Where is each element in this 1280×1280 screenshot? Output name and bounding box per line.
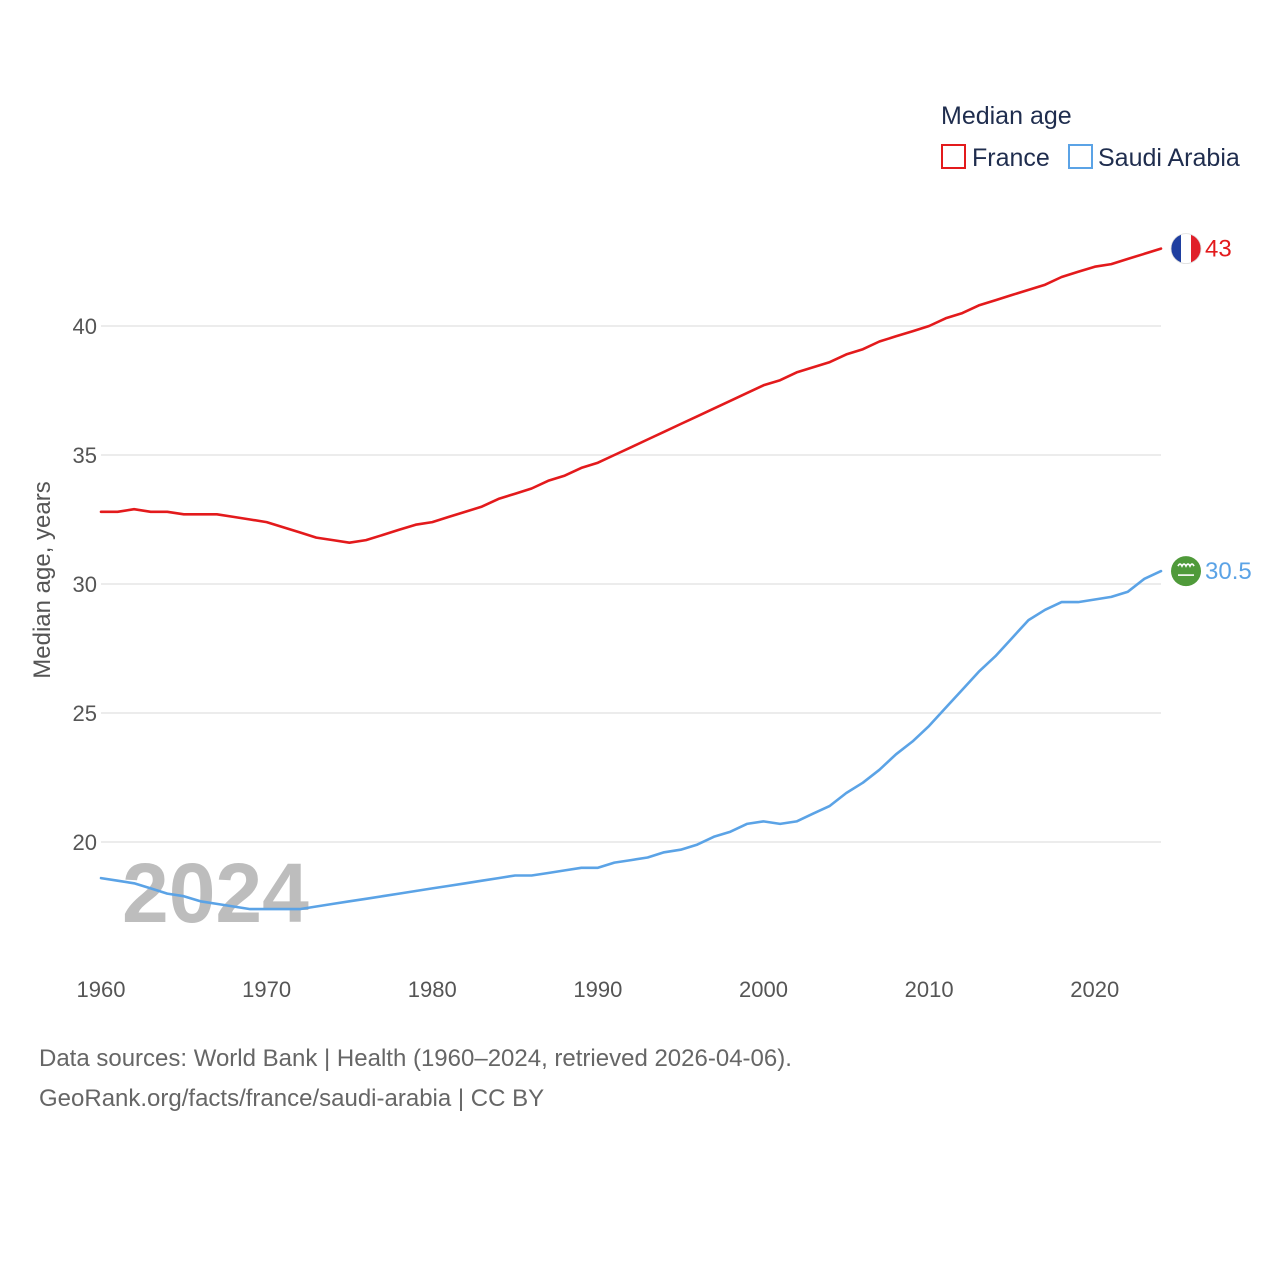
x-tick-label-2010: 2010 (905, 977, 954, 1002)
legend-title: Median age (941, 102, 1072, 130)
x-tick-label-1970: 1970 (242, 977, 291, 1002)
legend-swatch-saudi-arabia (1068, 144, 1093, 169)
legend-swatch-france (941, 144, 966, 169)
data-sources-note: Data sources: World Bank | Health (1960–… (39, 1045, 792, 1072)
credit-line[interactable]: GeoRank.org/facts/france/saudi-arabia | … (39, 1085, 545, 1112)
x-tick-label-2000: 2000 (739, 977, 788, 1002)
legend-item-france[interactable]: France (941, 144, 1050, 172)
legend: Median age France Saudi Arabia (941, 102, 1240, 172)
legend-label-france: France (972, 144, 1050, 172)
gridlines (101, 325, 1161, 843)
x-tick-label-1980: 1980 (408, 977, 457, 1002)
y-tick-label-25: 25 (73, 701, 97, 726)
france-flag-icon (1170, 233, 1202, 265)
x-tick-label-1960: 1960 (77, 977, 126, 1002)
y-tick-label-40: 40 (73, 314, 97, 339)
end-label-saudi-arabia: 30.5 (1205, 558, 1252, 585)
y-axis-label: Median age, years (29, 481, 56, 678)
year-watermark: 2024 (122, 846, 309, 940)
y-tick-label-30: 30 (73, 572, 97, 597)
legend-label-saudi-arabia: Saudi Arabia (1098, 144, 1240, 172)
y-tick-label-20: 20 (73, 830, 97, 855)
legend-item-saudi-arabia[interactable]: Saudi Arabia (1068, 144, 1240, 172)
end-label-france: 43 (1205, 236, 1232, 263)
end-labels: 43 30.5 (1170, 233, 1252, 587)
y-axis-ticks: 20 25 30 35 40 (73, 314, 97, 855)
x-tick-label-1990: 1990 (573, 977, 622, 1002)
series-line-france[interactable] (99, 247, 1163, 545)
series-line-saudi-arabia[interactable] (99, 569, 1163, 911)
series (99, 247, 1163, 911)
y-tick-label-35: 35 (73, 443, 97, 468)
x-axis-ticks: 1960 1970 1980 1990 2000 2010 2020 (77, 977, 1120, 1002)
saudi-arabia-flag-icon (1171, 556, 1201, 587)
x-tick-label-2020: 2020 (1070, 977, 1119, 1002)
